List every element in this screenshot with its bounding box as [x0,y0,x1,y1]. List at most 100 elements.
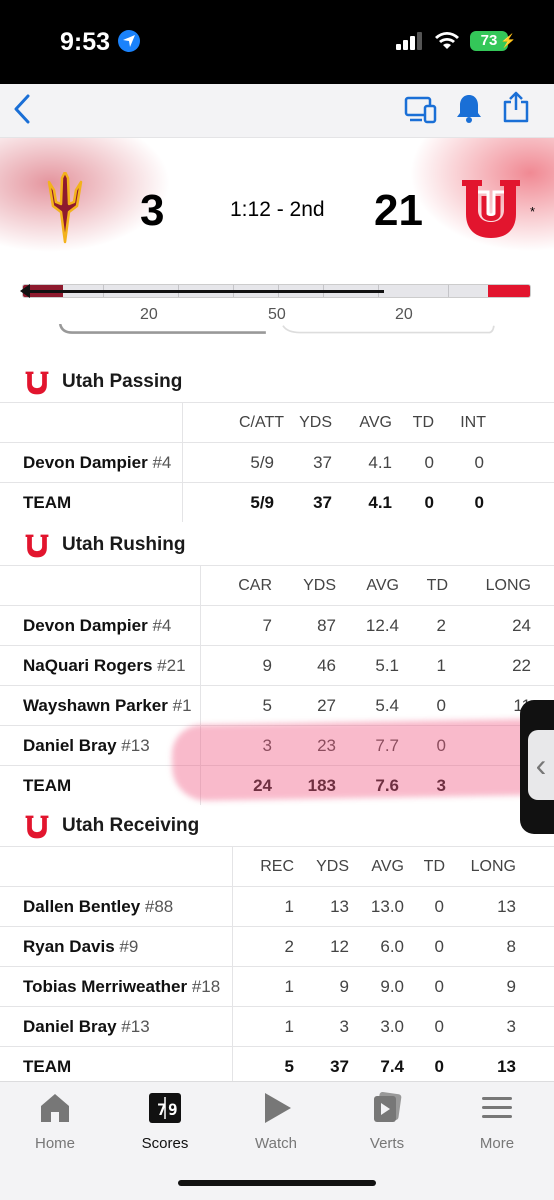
column-divider [232,887,233,926]
table-header-row: REC YDS AVG TD LONG [0,846,554,886]
utah-logo-icon[interactable] [458,176,524,242]
player-name[interactable]: Ryan Davis #9 [23,937,139,956]
column-header[interactable]: TD [412,414,434,431]
player-name[interactable]: Tobias Merriweather #18 [23,977,221,996]
home-indicator[interactable] [178,1180,376,1186]
column-header[interactable]: YDS [299,414,332,431]
table-row[interactable]: Daniel Bray #13 1 3 3.0 0 3 [0,1006,554,1046]
table-row[interactable]: Daniel Bray #13 3 23 7.7 0 1 [0,725,554,765]
stat-cell: 37 [313,493,332,512]
away-score: 3 [140,186,165,235]
column-header[interactable]: TD [423,858,445,875]
chevron-left-icon[interactable]: ‹ [528,730,554,800]
player-name[interactable]: Dallen Bentley #88 [23,897,174,916]
column-header[interactable]: CAR [238,577,272,594]
stat-cell: 3 [262,736,272,755]
stat-cell: 24 [253,776,272,795]
tab-more[interactable]: More [442,1092,552,1152]
column-header[interactable]: INT [460,414,486,431]
stat-cell: 5.1 [375,656,399,675]
column-header[interactable]: YDS [316,858,349,875]
table-header-row: CAR YDS AVG TD LONG [0,565,554,605]
stat-cell: 0 [436,736,446,755]
player-name[interactable]: Daniel Bray #13 [23,736,150,755]
stat-cell: 0 [434,937,444,956]
stat-cell: 3 [506,1017,516,1036]
stat-cell: 0 [436,696,446,715]
watch-icon [265,1093,291,1123]
charging-icon: ⚡ [500,33,517,48]
player-name[interactable]: Devon Dampier #4 [23,616,172,635]
column-header[interactable]: TD [426,577,448,594]
table-row[interactable]: Dallen Bentley #88 1 13 13.0 0 13 [0,886,554,926]
stat-cell: 9.0 [380,977,404,996]
table-row-team: TEAM 5/9 37 4.1 0 0 [0,482,554,522]
column-divider [232,927,233,966]
tab-home[interactable]: Home [0,1092,110,1152]
stat-cell: 2 [284,937,294,956]
stat-cell: 3 [339,1017,349,1036]
utah-logo-icon [25,371,49,395]
section-title: Utah Rushing [62,534,186,555]
column-header[interactable]: AVG [371,858,404,875]
stat-cell: 8 [506,937,516,956]
column-header[interactable]: C/ATT [238,414,284,431]
player-name[interactable]: NaQuari Rogers #21 [23,656,186,675]
asu-pitchfork-logo-icon[interactable] [45,172,85,244]
stat-cell: 3 [436,776,446,795]
player-name[interactable]: Wayshawn Parker #1 [23,696,192,715]
column-divider [232,967,233,1006]
column-divider [200,686,201,725]
tab-watch[interactable]: Watch [221,1092,331,1152]
table-row[interactable]: Devon Dampier #4 5/9 37 4.1 0 0 [0,442,554,482]
stat-cell: 1 [284,1017,294,1036]
side-panel-handle[interactable]: ‹ [520,700,554,834]
column-header[interactable]: YDS [303,577,336,594]
share-icon[interactable] [502,90,530,124]
table-row[interactable]: Tobias Merriweather #18 1 9 9.0 0 9 [0,966,554,1006]
table-row[interactable]: Devon Dampier #4 7 87 12.4 2 24 [0,605,554,645]
column-divider [200,646,201,685]
team-label: TEAM [23,776,72,795]
tab-scores[interactable]: 7 9 Scores [110,1092,220,1152]
table-row[interactable]: NaQuari Rogers #21 9 46 5.1 1 22 [0,645,554,685]
cast-devices-icon[interactable] [404,96,438,124]
home-endzone [488,285,530,297]
player-name[interactable]: Daniel Bray #13 [23,1017,150,1036]
column-header[interactable]: AVG [366,577,399,594]
status-time: 9:53 [60,28,111,56]
marker-highlight [171,718,554,802]
section-title: Utah Receiving [62,815,200,836]
yard-label: 20 [140,306,158,323]
back-icon[interactable] [12,94,32,124]
column-header[interactable]: LONG [485,577,531,594]
scores-icon: 7 9 [149,1093,181,1123]
player-name[interactable]: Devon Dampier #4 [23,453,172,472]
battery-icon: 73 [470,31,508,51]
scoreboard-card-edge [58,324,495,334]
table-row-team: TEAM 5 37 7.4 0 13 [0,1046,554,1086]
stat-cell: 0 [474,493,484,512]
stat-cell: 0 [424,493,434,512]
column-header[interactable]: AVG [359,414,392,431]
rushing-section-header: Utah Rushing [0,525,554,565]
section-title: Utah Passing [62,371,183,392]
stat-cell: 5 [284,1057,294,1076]
column-header[interactable]: LONG [470,858,516,875]
stat-cell: 3.0 [380,1017,404,1036]
table-row[interactable]: Wayshawn Parker #1 5 27 5.4 0 11 [0,685,554,725]
stat-cell: 13 [330,897,349,916]
tab-verts[interactable]: Verts [332,1091,442,1152]
stat-cell: 0 [424,453,434,472]
table-row[interactable]: Ryan Davis #9 2 12 6.0 0 8 [0,926,554,966]
notifications-bell-icon[interactable] [455,92,483,124]
stat-cell: 23 [317,736,336,755]
wifi-icon [435,32,459,49]
stat-cell: 2 [436,616,446,635]
column-header[interactable]: REC [260,858,294,875]
svg-text:9: 9 [168,1100,178,1119]
stat-cell: 9 [262,656,272,675]
column-divider [200,566,201,605]
stat-cell: 27 [317,696,336,715]
tab-label: Home [34,1135,75,1152]
